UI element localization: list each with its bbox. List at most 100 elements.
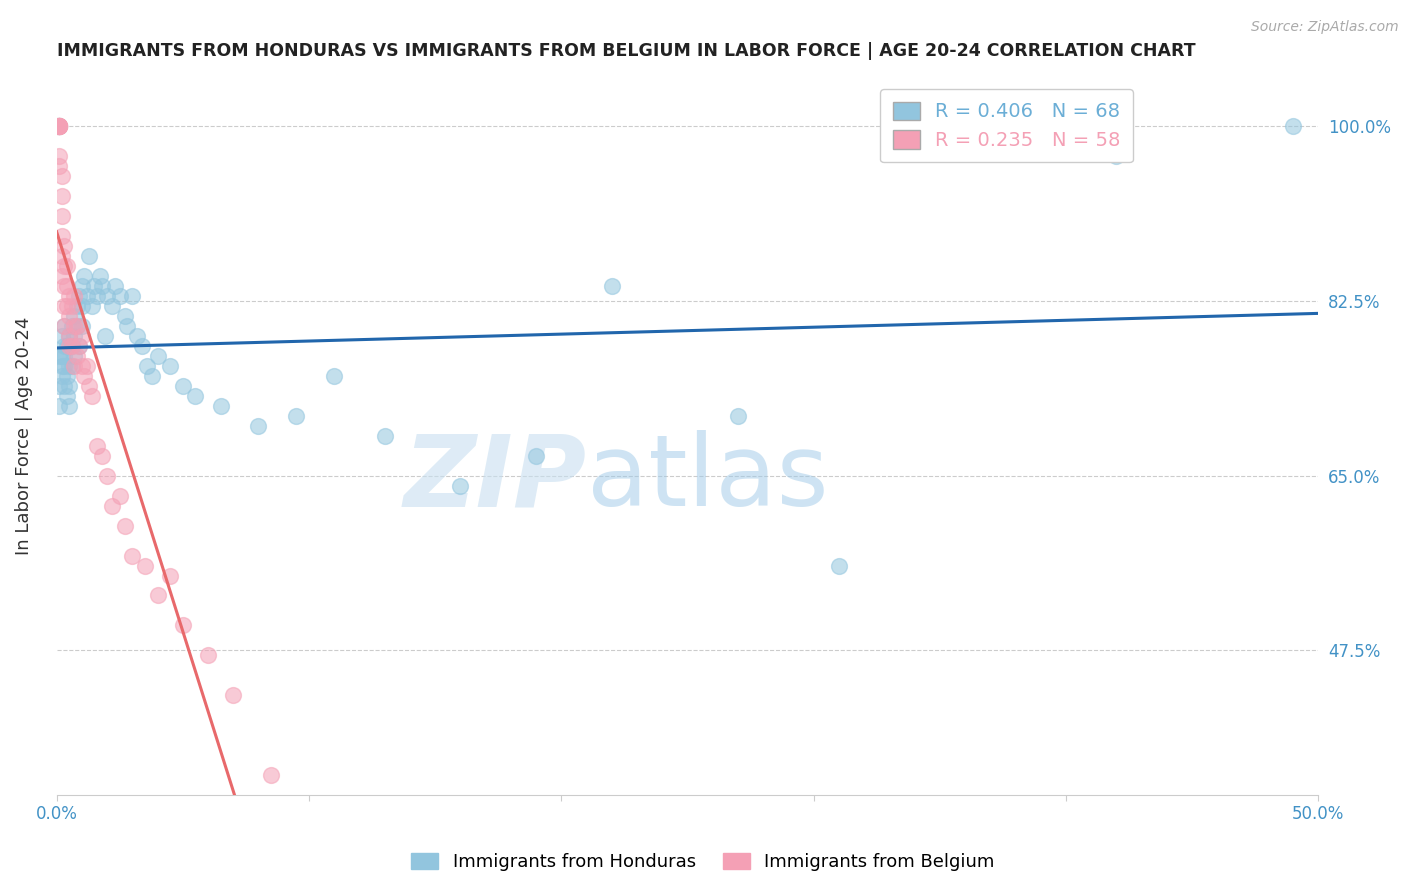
Point bbox=[127, 329, 149, 343]
Point bbox=[96, 468, 118, 483]
Point bbox=[53, 299, 76, 313]
Point bbox=[67, 339, 90, 353]
Point bbox=[76, 289, 98, 303]
Point bbox=[108, 489, 131, 503]
Point bbox=[58, 399, 80, 413]
Point bbox=[53, 319, 76, 334]
Point bbox=[48, 120, 70, 134]
Legend: Immigrants from Honduras, Immigrants from Belgium: Immigrants from Honduras, Immigrants fro… bbox=[404, 846, 1002, 879]
Point bbox=[63, 309, 86, 323]
Point bbox=[58, 289, 80, 303]
Point bbox=[66, 319, 89, 334]
Point bbox=[121, 549, 143, 563]
Point bbox=[67, 339, 90, 353]
Point bbox=[48, 120, 70, 134]
Point bbox=[449, 479, 471, 493]
Point bbox=[91, 449, 114, 463]
Point bbox=[53, 349, 76, 363]
Point bbox=[73, 368, 96, 383]
Point bbox=[83, 279, 105, 293]
Point bbox=[63, 289, 86, 303]
Point bbox=[86, 439, 108, 453]
Point bbox=[134, 558, 156, 573]
Point bbox=[222, 688, 245, 702]
Point bbox=[60, 299, 83, 313]
Text: IMMIGRANTS FROM HONDURAS VS IMMIGRANTS FROM BELGIUM IN LABOR FORCE | AGE 20-24 C: IMMIGRANTS FROM HONDURAS VS IMMIGRANTS F… bbox=[56, 42, 1195, 60]
Point bbox=[76, 359, 98, 373]
Text: atlas: atlas bbox=[586, 431, 828, 527]
Point bbox=[48, 120, 70, 134]
Point bbox=[53, 319, 76, 334]
Point bbox=[79, 379, 101, 393]
Point bbox=[63, 329, 86, 343]
Point bbox=[48, 120, 70, 134]
Point bbox=[55, 299, 77, 313]
Point bbox=[60, 319, 83, 334]
Point bbox=[114, 309, 136, 323]
Point bbox=[70, 299, 93, 313]
Point bbox=[80, 299, 103, 313]
Point bbox=[53, 379, 76, 393]
Point bbox=[63, 319, 86, 334]
Point bbox=[58, 359, 80, 373]
Point bbox=[108, 289, 131, 303]
Point bbox=[101, 299, 124, 313]
Point bbox=[104, 279, 127, 293]
Point bbox=[131, 339, 153, 353]
Point bbox=[70, 329, 93, 343]
Point bbox=[55, 389, 77, 403]
Point bbox=[53, 279, 76, 293]
Point bbox=[96, 289, 118, 303]
Point bbox=[51, 189, 73, 203]
Point bbox=[247, 418, 270, 433]
Point bbox=[70, 359, 93, 373]
Point bbox=[48, 120, 70, 134]
Point bbox=[159, 359, 181, 373]
Point bbox=[48, 120, 70, 134]
Point bbox=[93, 329, 115, 343]
Point bbox=[63, 349, 86, 363]
Point bbox=[172, 379, 194, 393]
Point bbox=[70, 279, 93, 293]
Point bbox=[136, 359, 159, 373]
Point bbox=[48, 149, 70, 163]
Point bbox=[374, 429, 396, 443]
Point bbox=[55, 259, 77, 273]
Point bbox=[79, 249, 101, 263]
Point bbox=[58, 309, 80, 323]
Point bbox=[89, 269, 111, 284]
Point bbox=[53, 259, 76, 273]
Point bbox=[58, 379, 80, 393]
Point bbox=[48, 120, 70, 134]
Point bbox=[48, 120, 70, 134]
Point bbox=[51, 169, 73, 184]
Point bbox=[121, 289, 143, 303]
Point bbox=[58, 339, 80, 353]
Point bbox=[55, 368, 77, 383]
Legend: R = 0.406   N = 68, R = 0.235   N = 58: R = 0.406 N = 68, R = 0.235 N = 58 bbox=[880, 89, 1133, 162]
Point bbox=[260, 768, 283, 782]
Point bbox=[159, 568, 181, 582]
Point bbox=[48, 120, 70, 134]
Point bbox=[73, 269, 96, 284]
Point bbox=[48, 120, 70, 134]
Point bbox=[1282, 120, 1305, 134]
Point bbox=[285, 409, 308, 423]
Point bbox=[727, 409, 749, 423]
Point bbox=[66, 319, 89, 334]
Point bbox=[86, 289, 108, 303]
Point bbox=[91, 279, 114, 293]
Point bbox=[51, 269, 73, 284]
Point bbox=[48, 349, 70, 363]
Point bbox=[51, 229, 73, 244]
Point bbox=[51, 368, 73, 383]
Point bbox=[55, 339, 77, 353]
Point bbox=[53, 339, 76, 353]
Point bbox=[51, 359, 73, 373]
Point bbox=[51, 349, 73, 363]
Point bbox=[63, 359, 86, 373]
Text: ZIP: ZIP bbox=[404, 431, 586, 527]
Point bbox=[66, 349, 89, 363]
Point bbox=[51, 209, 73, 223]
Text: Source: ZipAtlas.com: Source: ZipAtlas.com bbox=[1251, 20, 1399, 34]
